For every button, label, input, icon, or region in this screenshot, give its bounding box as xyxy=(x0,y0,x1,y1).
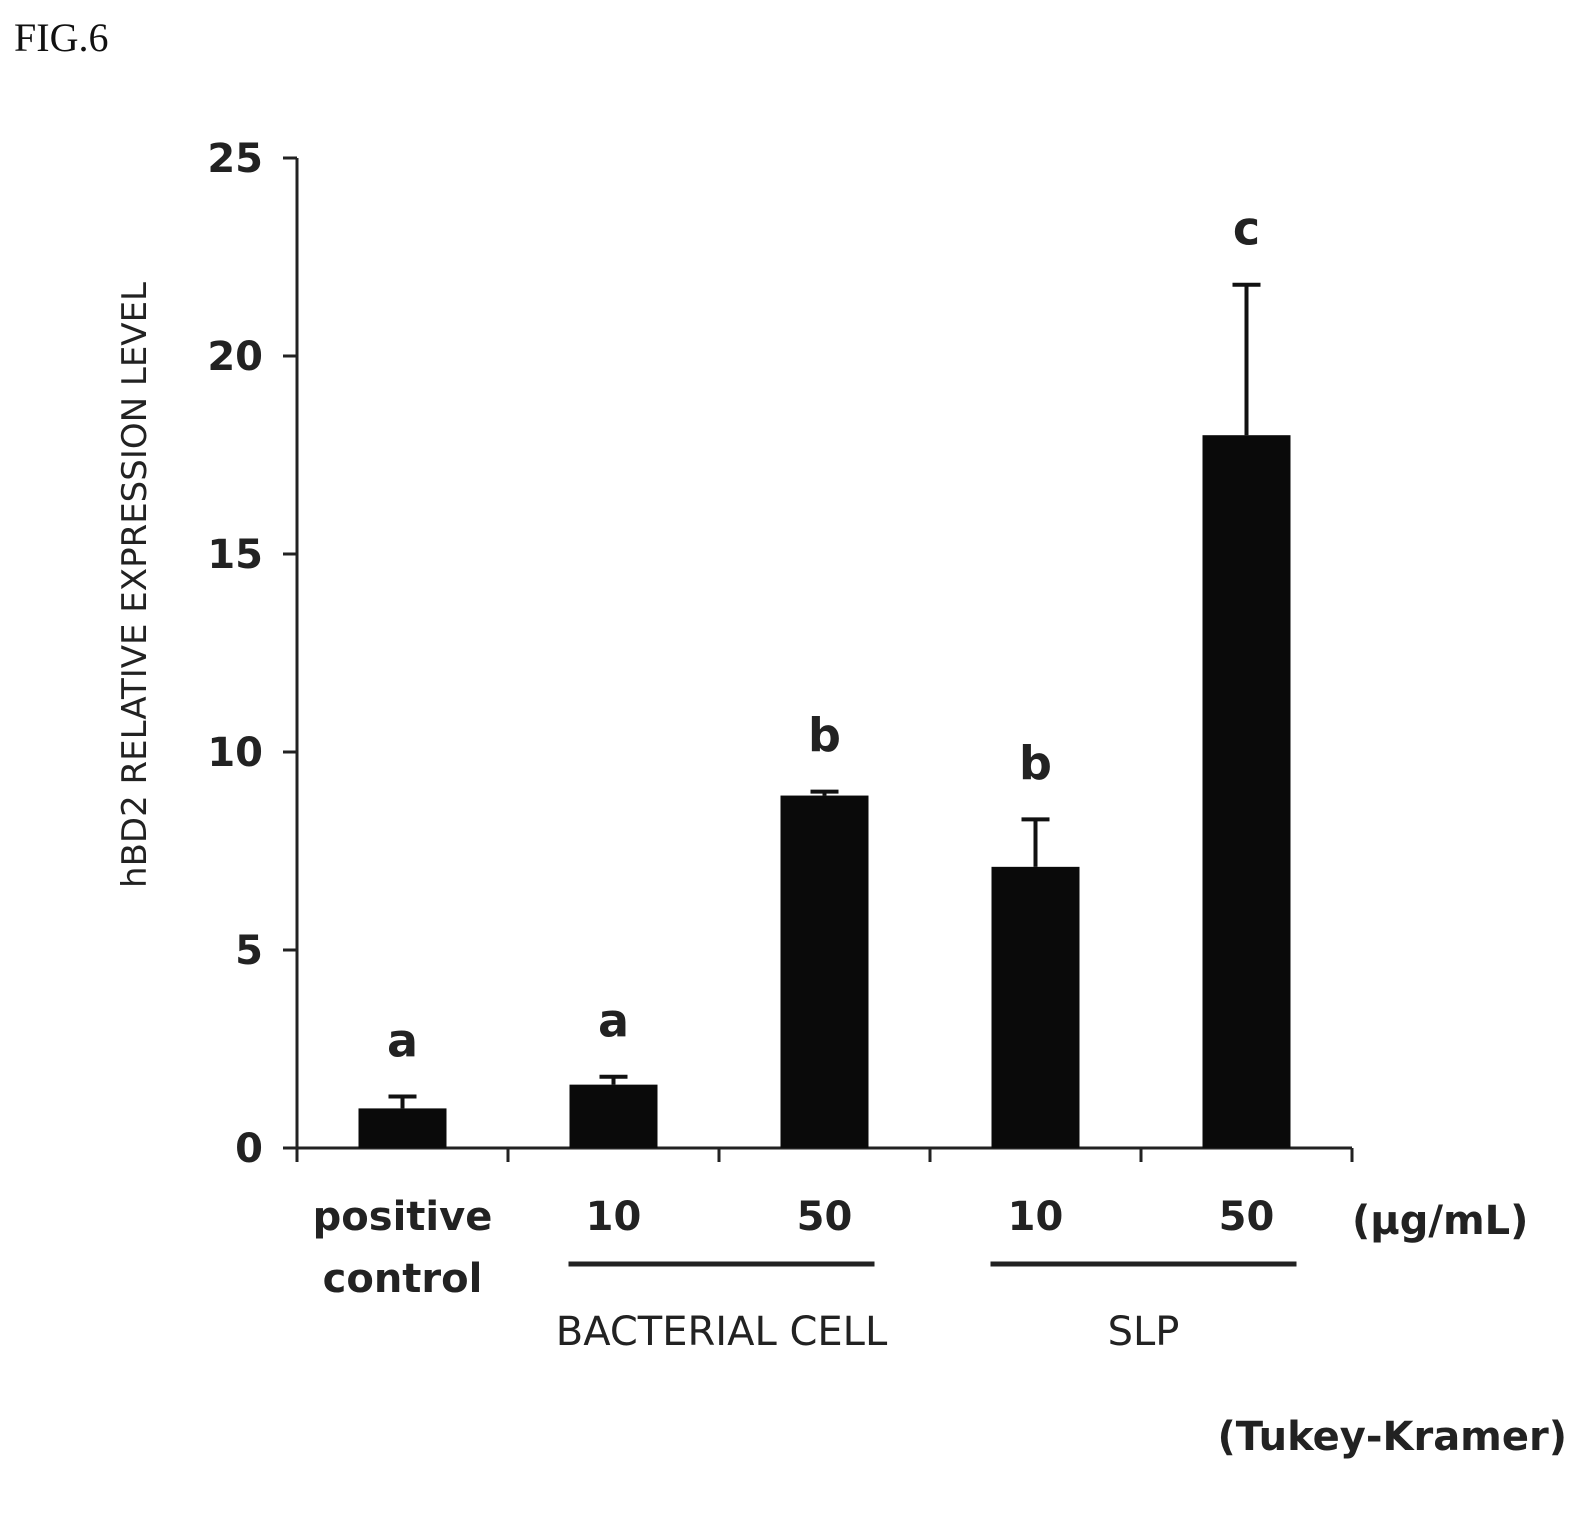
y-axis-label: hBD2 RELATIVE EXPRESSION LEVEL xyxy=(115,282,155,888)
x-axis: positivecontrol 10 50 10 50 BACTERIAL CELL SLP xyxy=(297,1148,1352,1355)
statistics-footnote: (Tukey-Kramer) xyxy=(1217,1414,1567,1460)
y-tick-label: 25 xyxy=(207,136,263,182)
significance-letter: c xyxy=(1233,202,1260,256)
y-axis: 0 5 10 15 20 25 xyxy=(207,136,297,1172)
y-tick-label: 15 xyxy=(207,532,263,578)
bar xyxy=(570,1085,658,1148)
bar xyxy=(992,867,1080,1148)
significance-letter: a xyxy=(598,994,629,1048)
y-tick-label: 10 xyxy=(207,730,263,776)
x-tick-label: positivecontrol xyxy=(313,1194,493,1302)
significance-letter: b xyxy=(1019,736,1052,790)
group-label: BACTERIAL CELL xyxy=(556,1309,888,1355)
bar xyxy=(1203,435,1291,1148)
significance-letter: a xyxy=(387,1014,418,1068)
y-tick-label: 20 xyxy=(207,334,263,380)
significance-letter: b xyxy=(808,709,841,763)
x-tick-label: 50 xyxy=(797,1194,853,1240)
y-tick-label: 5 xyxy=(235,928,263,974)
x-tick-label: 10 xyxy=(1008,1194,1064,1240)
x-tick-label: 10 xyxy=(586,1194,642,1240)
group-label: SLP xyxy=(1108,1309,1180,1355)
x-tick-label: 50 xyxy=(1219,1194,1275,1240)
bars: a a b b c xyxy=(359,202,1291,1148)
bar xyxy=(781,796,869,1148)
unit-label: (μg/mL) xyxy=(1352,1198,1528,1244)
y-tick-label: 0 xyxy=(235,1126,263,1172)
bar xyxy=(359,1108,447,1148)
